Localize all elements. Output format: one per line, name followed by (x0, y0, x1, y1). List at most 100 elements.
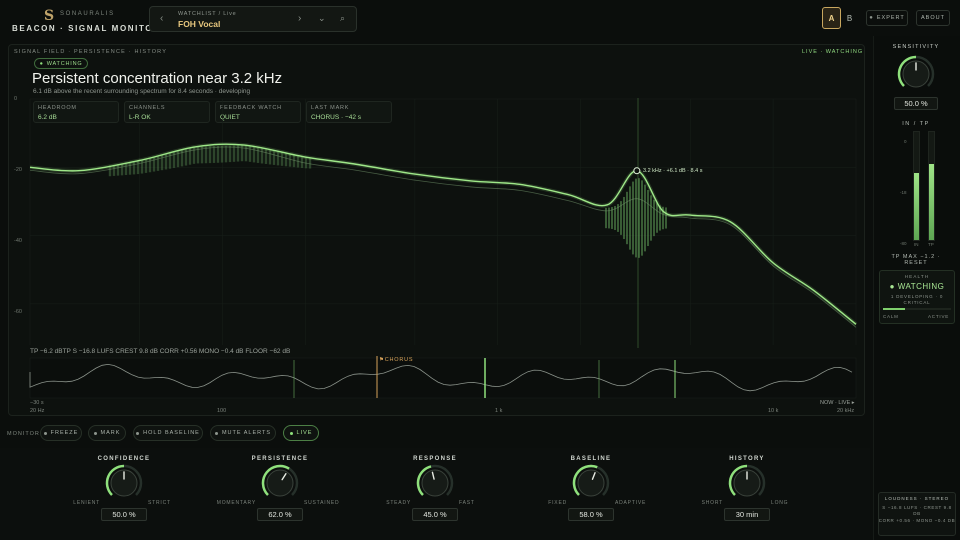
health-active-label: ACTIVE (928, 314, 950, 319)
y-tick-label: -40 (14, 238, 22, 244)
live-button[interactable]: LIVE (283, 425, 319, 441)
persistence-bar (120, 163, 124, 176)
chorus-label-text: CHORUS (384, 357, 414, 363)
knob-label: CONFIDENCE (97, 456, 151, 462)
knob-body (733, 469, 761, 497)
input-meter (913, 131, 920, 241)
persistence-bar (641, 180, 643, 256)
persistence-bar (248, 146, 252, 162)
preset-a-button[interactable]: A (822, 7, 841, 29)
persistence-bar (617, 204, 619, 232)
knob-value[interactable]: 45.0 % (412, 508, 458, 521)
loudness-line-1: S −16.8 LUFS · CREST 9.8 DB (882, 505, 952, 516)
knob-value[interactable]: 50.0 % (101, 508, 147, 521)
card-key: CHANNELS (129, 105, 166, 111)
true-peak-meter (928, 131, 935, 241)
knob-min-label: STEADY (386, 500, 411, 506)
knob-value[interactable]: 30 min (724, 508, 770, 521)
persistence-bar (232, 145, 236, 162)
persistence-bar (240, 145, 244, 162)
health-bar-fill (883, 308, 905, 310)
watchlist-selector[interactable]: ‹ WATCHLIST / Live FOH Vocal › ⌄ ⌕ (149, 6, 357, 32)
knob-label: HISTORY (729, 456, 765, 462)
persistence-bar (244, 145, 248, 162)
sensitivity-value[interactable]: 50.0 % (894, 97, 938, 110)
freeze-button[interactable]: FREEZE (40, 425, 82, 441)
knob-arc (261, 464, 290, 496)
persistence-bar (208, 146, 212, 164)
knob-body (421, 469, 449, 497)
hold-baseline-label: HOLD BASELINE (143, 430, 200, 436)
headline: Persistent concentration near 3.2 kHz (32, 70, 283, 87)
knob-4[interactable] (728, 464, 766, 502)
persistence-bar (216, 146, 220, 163)
peak-label: 3.2 kHz · +6.1 dB · 8.4 s (643, 168, 703, 174)
persistence-bar (156, 155, 160, 171)
live-label: LIVE (296, 430, 313, 436)
persistence-bar (176, 151, 180, 168)
expert-button[interactable]: ● EXPERT (866, 10, 908, 26)
knob-label: RESPONSE (413, 456, 457, 462)
search-icon[interactable]: ⌕ (340, 13, 346, 23)
chevron-down-icon[interactable]: ⌄ (318, 13, 326, 23)
knob-3[interactable] (572, 464, 610, 502)
persistence-bar (228, 145, 232, 163)
knob-pointer (431, 471, 435, 480)
health-bar (883, 308, 951, 310)
knob-1[interactable] (261, 464, 299, 502)
persistence-bar (662, 206, 664, 230)
persistence-bar (108, 165, 112, 177)
peak-marker[interactable] (633, 167, 641, 175)
persistence-bar (638, 178, 640, 258)
persistence-bar (653, 199, 655, 237)
persistence-bar (304, 157, 308, 169)
card-key: FEEDBACK WATCH (220, 105, 282, 111)
persistence-bar (196, 146, 200, 164)
knob-max-label: SUSTAINED (304, 500, 340, 506)
card-key: HEADROOM (38, 105, 77, 111)
knob-arc (572, 464, 598, 496)
persistence-bar (192, 147, 196, 164)
tp-max-reset[interactable]: TP MAX −1.2 · RESET (891, 254, 941, 266)
history-now-live[interactable]: NOW · LIVE ▸ (820, 400, 855, 406)
about-button[interactable]: ABOUT (916, 10, 950, 26)
knob-2[interactable] (416, 464, 454, 502)
loudness-line-2: CORR +0.56 · MONO −0.4 DB (878, 518, 956, 523)
knob-value[interactable]: 58.0 % (568, 508, 614, 521)
persistence-bar (656, 203, 658, 233)
persistence-bar (264, 149, 268, 164)
knob-body (577, 469, 605, 497)
persistence-bar (626, 191, 628, 245)
freeze-label: FREEZE (50, 430, 79, 436)
chevron-right-icon[interactable]: › (298, 13, 302, 24)
mark-button[interactable]: MARK (88, 425, 126, 441)
x-tick-label: 20 kHz (837, 408, 855, 414)
expert-button-label: EXPERT (876, 15, 905, 21)
persistence-bar (620, 201, 622, 235)
knob-0[interactable] (105, 464, 143, 502)
mute-alerts-button[interactable]: MUTE ALERTS (210, 425, 276, 441)
knob-value[interactable]: 62.0 % (257, 508, 303, 521)
persistence-bar (284, 153, 288, 167)
persistence-bar (272, 150, 276, 165)
chevron-left-icon[interactable]: ‹ (160, 13, 164, 24)
hold-baseline-button[interactable]: HOLD BASELINE (133, 425, 203, 441)
knob-max-label: FAST (459, 500, 475, 506)
product-title: BEACON · SIGNAL MONITOR (12, 24, 161, 33)
health-box (879, 270, 955, 324)
health-state: ● WATCHING (889, 282, 945, 291)
loudness-box (878, 492, 956, 536)
knob-label: BASELINE (570, 456, 612, 462)
persistence-bar (224, 145, 228, 163)
sensitivity-knob[interactable] (897, 55, 935, 93)
history-start-time: −30 s (30, 400, 44, 406)
preset-b-button[interactable]: B (846, 13, 853, 23)
baseline-line (29, 146, 857, 328)
live-status: LIVE · WATCHING (802, 49, 864, 55)
persistence-bar (623, 196, 625, 240)
knob-body (266, 469, 294, 497)
health-calm-label: CALM (883, 314, 899, 319)
meter-in-label: IN (914, 242, 919, 247)
persistence-bar (152, 156, 156, 172)
